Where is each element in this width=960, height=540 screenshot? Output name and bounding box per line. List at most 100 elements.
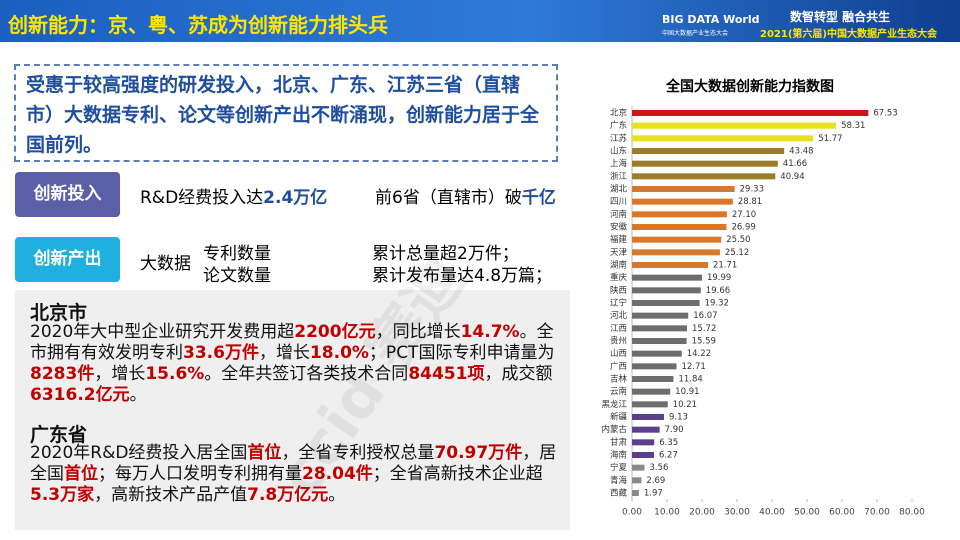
y-tick-label: 浙江 — [610, 171, 628, 182]
bar — [632, 274, 702, 281]
highlight-text: 6316.2亿元 — [30, 385, 130, 405]
y-tick-label: 贵州 — [610, 336, 627, 347]
y-tick-label: 内蒙古 — [601, 424, 627, 435]
y-tick-label: 辽宁 — [610, 298, 627, 309]
highlight-text: 84451项 — [408, 364, 485, 384]
value-label: 9.13 — [669, 413, 688, 423]
province-title: 北京市 — [30, 302, 88, 324]
text: ，增长 — [94, 364, 146, 384]
highlight-text: 33.6万件 — [183, 343, 259, 363]
highlight-text: 2200亿元 — [294, 322, 376, 342]
y-tick-label: 黑龙江 — [601, 399, 627, 410]
y-tick-label: 山东 — [610, 146, 627, 157]
output-fact: 累计发布量达4.8万篇； — [372, 266, 553, 286]
x-tick-label: 30.00 — [724, 508, 750, 518]
bar — [632, 287, 701, 294]
bar — [632, 325, 688, 332]
y-tick-label: 宁夏 — [610, 462, 628, 473]
bar — [632, 236, 722, 243]
y-tick-label: 上海 — [610, 158, 628, 169]
value-label: 43.48 — [789, 147, 813, 157]
y-tick-label: 安徽 — [610, 222, 628, 233]
chart-title: 全国大数据创新能力指数图 — [665, 78, 834, 95]
highlight-text: 70.97万件 — [434, 443, 523, 463]
value-label: 6.27 — [659, 451, 678, 461]
value-label: 67.53 — [873, 109, 897, 119]
value-label: 58.31 — [841, 121, 865, 131]
value-label: 3.56 — [649, 463, 668, 473]
value-label: 7.90 — [665, 425, 684, 435]
y-tick-label: 重庆 — [610, 272, 628, 283]
bar — [632, 173, 776, 180]
bar — [632, 464, 645, 471]
highlight-text: 千亿 — [521, 188, 556, 208]
logo: BIG DATA World — [662, 13, 760, 26]
bar — [632, 490, 639, 496]
text: 。全市拥有有效发明专利 — [30, 322, 554, 363]
x-tick-label: 0.00 — [622, 508, 642, 518]
value-label: 6.35 — [659, 438, 678, 448]
bar — [632, 135, 814, 142]
text: ，增长 — [258, 343, 310, 363]
province-text: 2020年R&D经费投入居全国首位，全省专利授权总量70.97万件，居全国首位；… — [30, 443, 570, 506]
text: ，高新技术产品产值 — [94, 485, 248, 505]
bar — [632, 249, 720, 256]
value-label: 41.66 — [783, 159, 807, 169]
text: ，全省专利授权总量 — [281, 443, 435, 463]
highlight-text: 5.3万家 — [30, 485, 95, 505]
text: 2020年R&D经费投入居全国 — [30, 443, 248, 463]
value-label: 11.84 — [678, 375, 702, 385]
highlight-text: 8283件 — [30, 364, 95, 384]
y-tick-label: 云南 — [610, 386, 627, 397]
value-label: 15.59 — [692, 337, 716, 347]
bar — [632, 262, 708, 268]
bar — [632, 426, 660, 433]
bar — [632, 338, 687, 344]
highlight-text: 2.4万亿 — [263, 188, 328, 208]
x-tick-label: 50.00 — [794, 508, 820, 518]
value-label: 28.81 — [738, 197, 762, 207]
y-tick-label: 河南 — [610, 209, 627, 220]
x-tick-label: 80.00 — [899, 508, 925, 518]
bar — [632, 211, 727, 218]
bar — [632, 148, 785, 154]
value-label: 27.10 — [732, 210, 756, 220]
highlight-text: 18.0% — [309, 343, 369, 363]
bar — [632, 439, 655, 446]
y-tick-label: 江苏 — [610, 133, 628, 144]
text: 。 — [129, 385, 147, 405]
highlight-text: 28.04件 — [302, 464, 373, 484]
bar — [632, 198, 733, 205]
event-name: 2021(第六届)中国大数据产业生态大会 — [760, 29, 937, 40]
bar — [632, 477, 642, 484]
bar — [632, 110, 869, 116]
x-tick-label: 40.00 — [759, 508, 785, 518]
bar — [632, 224, 727, 230]
text: ，居全国 — [30, 443, 557, 484]
value-label: 16.07 — [693, 311, 717, 321]
bar — [632, 401, 668, 408]
output-fact: 累计总量超2万件； — [372, 244, 519, 264]
summary: 受惠于较高强度的研发投入，北京、广东、江苏三省（直辖市）大数据专利、论文等创新产… — [14, 64, 558, 162]
detail-box — [15, 290, 570, 530]
highlight-text: 14.7% — [460, 322, 520, 342]
value-label: 21.71 — [713, 261, 737, 271]
bar — [632, 312, 689, 319]
highlight-text: 首位 — [64, 464, 98, 484]
y-tick-label: 广东 — [610, 120, 627, 131]
badge: 创新投入 — [15, 172, 120, 217]
y-tick-label: 天津 — [610, 247, 628, 258]
header-bar — [0, 0, 960, 42]
bar — [632, 160, 778, 167]
value-label: 10.21 — [673, 400, 697, 410]
output-label: 大数据 — [140, 254, 191, 274]
value-label: 51.77 — [818, 134, 842, 144]
x-tick-label: 20.00 — [689, 508, 715, 518]
badge: 创新产出 — [15, 237, 120, 282]
value-label: 1.97 — [644, 489, 663, 499]
bar — [632, 186, 735, 192]
value-label: 19.32 — [705, 299, 729, 309]
value-label: 2.69 — [646, 476, 665, 486]
